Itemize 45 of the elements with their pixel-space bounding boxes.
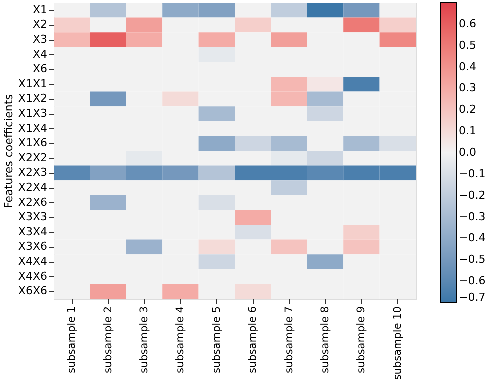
y-tick-label: X1X4 (18, 122, 48, 135)
color-bar-label: −0.2 (459, 188, 486, 202)
x-tick-label: subsample 6 (247, 306, 260, 374)
y-tick-label: X1X3 (18, 107, 48, 120)
y-tick-label: X3X3 (18, 210, 48, 224)
color-bar-label: −0.3 (459, 210, 486, 224)
color-bar-label: −0.6 (459, 274, 486, 288)
y-tick-label: X6 (32, 62, 48, 76)
x-tick-label: subsample 1 (66, 306, 78, 374)
x-tick-label: subsample 4 (174, 306, 187, 374)
color-bar-label: −0.4 (459, 232, 486, 245)
y-tick-label: X2X6 (18, 196, 48, 209)
color-bar-label: 0.2 (459, 103, 476, 116)
x-tick-label: subsample 9 (356, 306, 368, 374)
y-axis-title: Features coefficients (2, 94, 16, 208)
y-tick-label: X2X3 (18, 166, 48, 180)
color-bar-label: −0.7 (459, 291, 486, 304)
color-bar-label: 0.6 (459, 17, 476, 30)
y-tick-label: X3 (32, 33, 48, 46)
x-tick-label: subsample 2 (102, 306, 114, 374)
color-bar-label: 0.0 (459, 146, 476, 159)
color-bar-label: 0.1 (459, 124, 476, 138)
y-tick-label: X4X6 (18, 270, 48, 283)
y-tick-label: X1 (32, 3, 48, 16)
x-tick-label: subsample 8 (320, 306, 332, 374)
y-tick-label: X2 (32, 18, 48, 32)
x-tick-label: subsample 3 (138, 306, 150, 374)
x-tick-label: subsample 7 (283, 306, 296, 374)
y-tick-label: X2X4 (18, 181, 48, 194)
color-bar-label: 0.3 (459, 82, 476, 95)
x-tick-label: subsample 10 (392, 306, 404, 380)
y-tick-label: X3X6 (18, 240, 48, 254)
x-tick-label: subsample 5 (210, 306, 223, 374)
y-tick-label: X1X1 (18, 77, 48, 90)
color-bar-label: −0.1 (459, 167, 486, 180)
y-tick-label: X6X6 (18, 284, 48, 298)
y-tick-label: X1X6 (18, 136, 48, 150)
color-bar-label: −0.5 (459, 253, 486, 266)
y-tick-label: X1X2 (18, 92, 48, 106)
y-tick-label: X4X4 (18, 255, 48, 268)
color-bar-label: 0.4 (459, 60, 476, 74)
y-tick-label: X2X2 (18, 151, 48, 164)
color-bar-label: 0.5 (459, 38, 476, 52)
y-tick-label: X3X4 (18, 225, 48, 238)
y-tick-label: X4 (32, 48, 48, 61)
